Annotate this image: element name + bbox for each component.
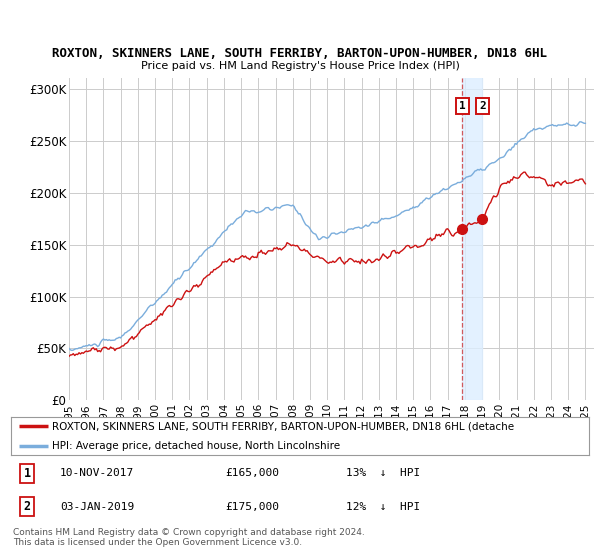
Text: £175,000: £175,000	[225, 502, 279, 512]
Text: £165,000: £165,000	[225, 468, 279, 478]
Text: 1: 1	[23, 467, 31, 480]
Text: ROXTON, SKINNERS LANE, SOUTH FERRIBY, BARTON-UPON-HUMBER, DN18 6HL: ROXTON, SKINNERS LANE, SOUTH FERRIBY, BA…	[53, 47, 548, 60]
Text: 03-JAN-2019: 03-JAN-2019	[60, 502, 134, 512]
Text: Contains HM Land Registry data © Crown copyright and database right 2024.
This d: Contains HM Land Registry data © Crown c…	[13, 528, 365, 547]
Text: 2: 2	[479, 101, 485, 111]
Text: Price paid vs. HM Land Registry's House Price Index (HPI): Price paid vs. HM Land Registry's House …	[140, 60, 460, 71]
Text: HPI: Average price, detached house, North Lincolnshire: HPI: Average price, detached house, Nort…	[52, 441, 341, 451]
Text: ROXTON, SKINNERS LANE, SOUTH FERRIBY, BARTON-UPON-HUMBER, DN18 6HL (detache: ROXTON, SKINNERS LANE, SOUTH FERRIBY, BA…	[52, 421, 515, 431]
Text: 12%  ↓  HPI: 12% ↓ HPI	[346, 502, 421, 512]
Text: 10-NOV-2017: 10-NOV-2017	[60, 468, 134, 478]
Text: 13%  ↓  HPI: 13% ↓ HPI	[346, 468, 421, 478]
Text: 1: 1	[459, 101, 466, 111]
Text: 2: 2	[23, 500, 31, 514]
Bar	[463, 78, 482, 400]
